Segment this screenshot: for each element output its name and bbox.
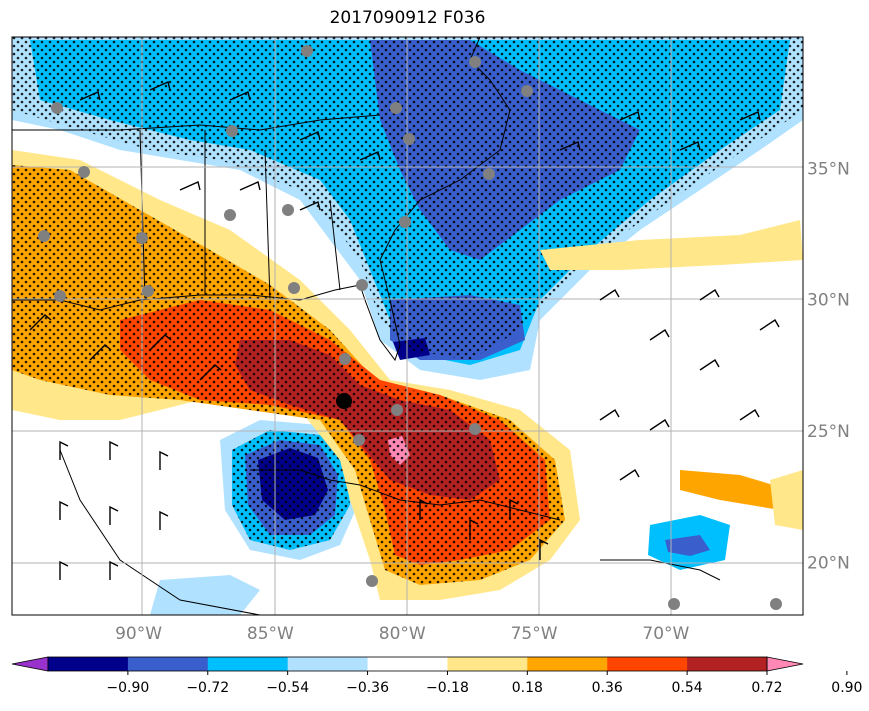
colorbar-tick-label: −0.18 <box>426 680 469 696</box>
colorbar-tick-label: 0.36 <box>592 680 623 696</box>
lon-tick-label: 75°W <box>511 624 558 644</box>
wind-barbs <box>29 81 780 580</box>
colorbar-tick-label: −0.54 <box>266 680 309 696</box>
colorbar-segment <box>48 657 129 671</box>
colorbar-segment <box>447 657 528 671</box>
colorbar-tick-label: −0.36 <box>346 680 389 696</box>
colorbar-tick-label: 0.90 <box>831 680 862 696</box>
lon-tick-label: 80°W <box>379 624 426 644</box>
colorbar-extend-min <box>11 656 49 672</box>
lon-tick-label: 85°W <box>247 624 294 644</box>
graticule <box>12 37 803 615</box>
map-title: 2017090912 F036 <box>329 8 486 28</box>
colorbar-tick-label: 0.54 <box>672 680 703 696</box>
lat-tick-label: 30°N <box>807 291 850 311</box>
colorbar-tick-label: −0.72 <box>186 680 229 696</box>
lat-tick-label: 25°N <box>807 422 850 442</box>
colorbar: −0.90 −0.72 −0.54 −0.36 −0.18 0.18 0.36 0.54 0.7… <box>11 656 862 696</box>
lon-tick-label: 90°W <box>115 624 162 644</box>
latitude-labels: 35°N 30°N 25°N 20°N <box>807 159 850 573</box>
colorbar-segment <box>367 657 448 671</box>
colorbar-segment <box>527 657 608 671</box>
map-frame <box>11 36 804 616</box>
lat-tick-label: 20°N <box>807 553 850 573</box>
colorbar-tick-label: 0.72 <box>751 680 782 696</box>
colorbar-segment <box>287 657 369 671</box>
lon-tick-label: 70°W <box>642 624 689 644</box>
map-panel <box>12 37 803 615</box>
longitude-labels: 90°W 85°W 80°W 75°W 70°W <box>115 624 689 644</box>
colorbar-segment <box>687 657 768 671</box>
colorbar-tick-label: 0.18 <box>512 680 543 696</box>
colorbar-extend-max <box>766 656 804 672</box>
colorbar-frame <box>47 656 768 672</box>
colorbar-tick-label: −0.90 <box>106 680 149 696</box>
colorbar-segment <box>127 657 209 671</box>
colorbar-segment <box>607 657 688 671</box>
colorbar-segment <box>207 657 289 671</box>
lat-tick-label: 35°N <box>807 159 850 179</box>
station-markers <box>38 45 782 610</box>
positive-anomaly-field <box>12 150 803 600</box>
